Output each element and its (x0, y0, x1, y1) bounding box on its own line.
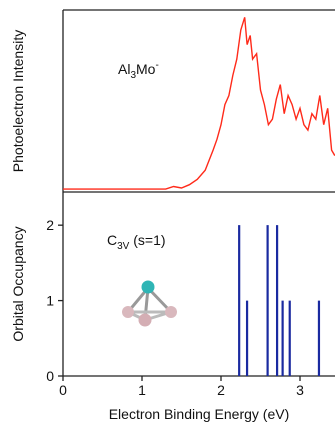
annotation-part: (s=1) (129, 232, 165, 248)
y-tick-label: 1 (46, 293, 54, 309)
x-tick-label: 1 (138, 382, 146, 398)
y-tick-label: 2 (46, 217, 54, 233)
annotation-part: 3V (117, 241, 130, 252)
y-tick-label: 0 (46, 368, 54, 384)
y-axis-label: Photoelectron Intensity (10, 30, 26, 172)
chart: Photoelectron Intensity Orbital Occupanc… (0, 0, 335, 429)
y-axis-label: Orbital Occupancy (10, 226, 26, 341)
x-tick-label: 0 (59, 382, 67, 398)
x-tick-label: 2 (217, 382, 225, 398)
annotation-part: Al (118, 61, 130, 77)
annotation-part: C (107, 232, 117, 248)
molecule (122, 281, 177, 327)
annotation-part: - (155, 60, 158, 71)
annotation: Al3Mo- (118, 60, 159, 81)
annotation-part: Mo (136, 61, 156, 77)
x-tick-label: 3 (296, 382, 304, 398)
spectrum-line (63, 17, 335, 189)
annotation: C3V (s=1) (107, 232, 166, 252)
x-axis-label: Electron Binding Energy (eV) (109, 406, 290, 422)
